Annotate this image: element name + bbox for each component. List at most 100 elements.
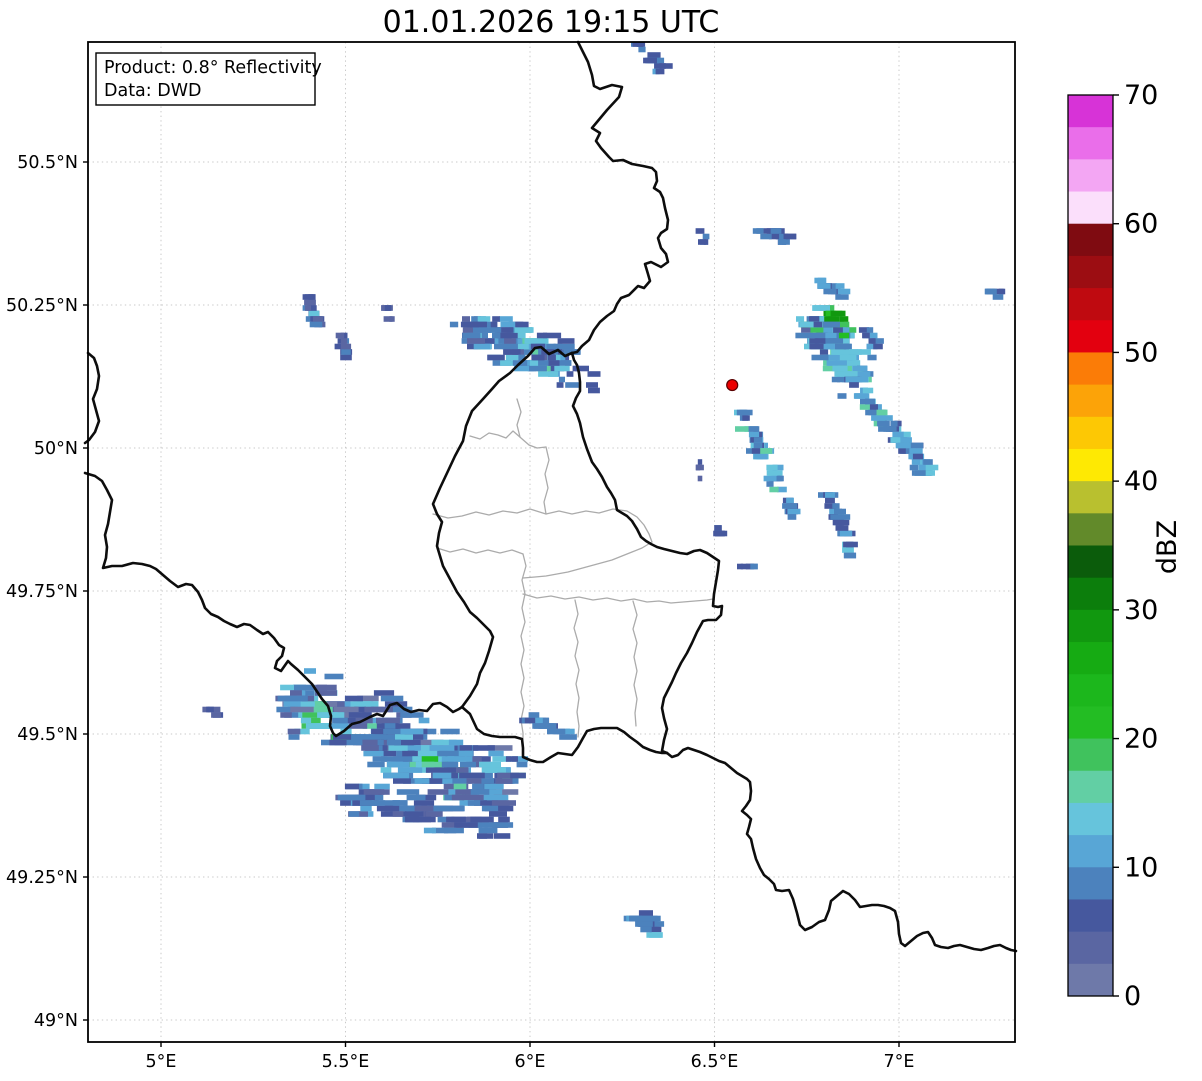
echo-bar bbox=[823, 327, 833, 333]
echo-bar bbox=[830, 310, 846, 317]
echo-bar bbox=[499, 316, 513, 322]
echo-bar bbox=[302, 712, 322, 718]
echo-bar bbox=[374, 783, 390, 790]
colorbar-band bbox=[1068, 416, 1113, 450]
echo-bar bbox=[564, 360, 572, 366]
echo-bar bbox=[448, 739, 464, 746]
colorbar-tick-label: 20 bbox=[1124, 724, 1158, 755]
echo-bar bbox=[751, 448, 761, 454]
national-border-path bbox=[570, 351, 724, 755]
echo-bar bbox=[823, 343, 841, 350]
echo-bar bbox=[480, 332, 488, 339]
echo-bar bbox=[462, 316, 470, 322]
colorbar-tick-label: 0 bbox=[1124, 981, 1141, 1012]
echo-bar bbox=[695, 228, 705, 234]
echo-bar bbox=[868, 338, 876, 344]
echo-bar bbox=[373, 690, 395, 696]
echo-bar bbox=[867, 354, 877, 361]
echo-bar bbox=[890, 437, 898, 443]
echo-bar bbox=[756, 228, 764, 234]
echo-bar bbox=[566, 371, 574, 377]
echo-bar bbox=[431, 739, 457, 746]
echo-bar bbox=[447, 750, 473, 757]
echo-bar bbox=[822, 332, 834, 339]
echo-bar bbox=[400, 712, 424, 718]
echo-bar bbox=[775, 233, 789, 240]
echo-bar bbox=[340, 354, 352, 361]
echo-bar bbox=[795, 332, 813, 339]
echo-bar bbox=[698, 239, 706, 245]
echo-bar bbox=[487, 745, 513, 751]
echo-bar bbox=[380, 811, 396, 817]
echo-bar bbox=[801, 327, 811, 333]
y-tick-label: 50°N bbox=[34, 439, 78, 459]
echo-bar bbox=[766, 464, 778, 471]
echo-bar bbox=[921, 470, 935, 476]
echo-bar bbox=[849, 382, 859, 388]
echo-bar bbox=[556, 382, 564, 388]
echo-bar bbox=[909, 448, 923, 454]
echo-bar bbox=[539, 723, 557, 729]
annotation-data-line: Data: DWD bbox=[104, 81, 202, 101]
echo-bar bbox=[883, 426, 897, 432]
echo-bar bbox=[484, 783, 504, 790]
echo-bar bbox=[396, 789, 420, 795]
echo-bar bbox=[557, 343, 575, 350]
canton-border-path bbox=[469, 430, 547, 449]
echo-bar bbox=[380, 695, 404, 702]
canton-border-path bbox=[522, 593, 714, 604]
echo-bar bbox=[835, 283, 845, 289]
echo-bar bbox=[843, 371, 857, 377]
echo-bar bbox=[572, 365, 580, 372]
echo-bar bbox=[462, 327, 478, 333]
echo-bar bbox=[833, 327, 843, 333]
echo-bar bbox=[538, 371, 558, 377]
canton-border-path bbox=[632, 600, 638, 727]
echo-bar bbox=[406, 794, 426, 801]
echo-bar bbox=[866, 343, 878, 350]
echo-bar bbox=[748, 431, 760, 438]
echo-bar bbox=[455, 767, 469, 773]
echo-bar bbox=[515, 321, 529, 328]
echo-bar bbox=[518, 354, 526, 361]
echo-bar bbox=[498, 816, 510, 823]
echo-bar bbox=[354, 706, 366, 713]
echo-bar bbox=[402, 756, 422, 762]
echo-bar bbox=[459, 745, 473, 751]
echo-bar bbox=[846, 349, 862, 355]
echo-bar bbox=[371, 706, 393, 713]
echo-bar bbox=[914, 470, 926, 476]
echo-bar bbox=[403, 778, 421, 784]
echo-bar bbox=[329, 739, 347, 746]
echo-bar bbox=[557, 338, 575, 344]
echo-bar bbox=[759, 448, 773, 454]
echo-bar bbox=[853, 393, 867, 399]
canton-border-path bbox=[522, 541, 653, 579]
echo-bar bbox=[812, 305, 824, 311]
echo-bar bbox=[565, 382, 579, 388]
echo-bar bbox=[514, 327, 534, 333]
canton-borders bbox=[432, 398, 714, 740]
echo-bar bbox=[638, 910, 653, 916]
echo-bar bbox=[361, 745, 379, 751]
echo-bar bbox=[831, 376, 841, 383]
echo-bar bbox=[857, 349, 871, 355]
echo-bar bbox=[529, 365, 547, 372]
echo-bar bbox=[735, 426, 749, 432]
echo-bar bbox=[825, 492, 835, 498]
echo-bar bbox=[362, 739, 378, 746]
echo-bar bbox=[559, 734, 577, 740]
echo-bar bbox=[315, 684, 337, 691]
echo-bar bbox=[514, 365, 534, 372]
echo-bar bbox=[819, 316, 829, 322]
echo-bar bbox=[470, 789, 490, 795]
echo-bar bbox=[467, 332, 481, 339]
echo-bar bbox=[493, 833, 511, 839]
echo-bar bbox=[302, 294, 314, 300]
echo-bar bbox=[536, 354, 556, 361]
echo-bar bbox=[987, 288, 994, 295]
echo-bar bbox=[565, 728, 575, 735]
canton-border-path bbox=[436, 547, 524, 555]
echo-bar bbox=[835, 294, 849, 300]
